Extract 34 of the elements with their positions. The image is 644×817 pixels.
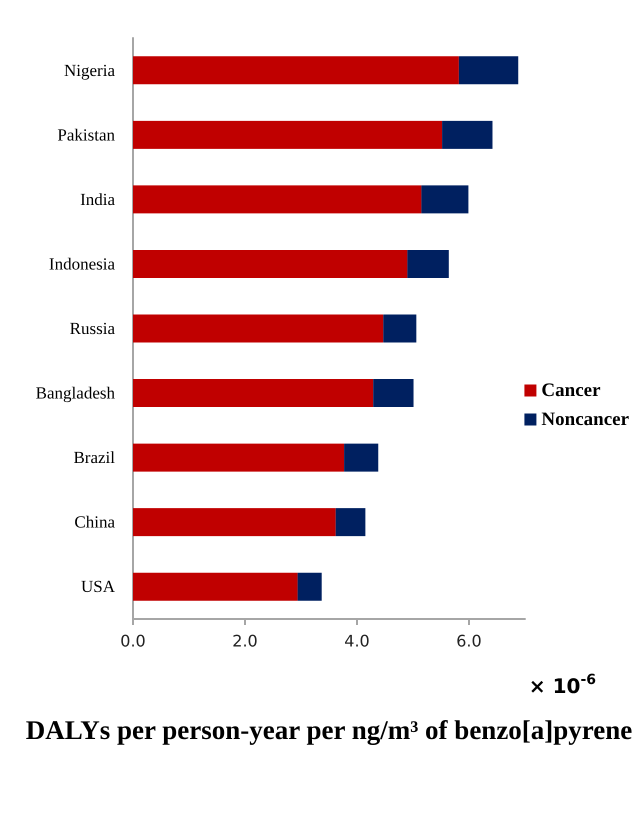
x-tick-label: 2.0	[232, 632, 258, 650]
bar	[298, 572, 322, 601]
y-tick-label: Russia	[70, 319, 116, 338]
x-tick-label: 6.0	[456, 632, 482, 650]
bar	[133, 185, 422, 214]
bar	[336, 508, 366, 536]
x-tick-label: 4.0	[344, 632, 370, 650]
bar	[133, 120, 442, 149]
bar	[133, 572, 298, 601]
y-tick-label: China	[74, 512, 116, 532]
bar	[133, 314, 384, 342]
bar	[133, 250, 408, 278]
bar	[421, 185, 468, 214]
bar	[133, 508, 336, 536]
bar	[383, 314, 416, 342]
bar	[133, 379, 374, 408]
bar	[407, 250, 449, 278]
bar	[133, 444, 344, 472]
y-tick-label: USA	[80, 577, 116, 596]
legend-label: Cancer	[541, 380, 602, 401]
bar	[442, 120, 492, 149]
bar	[373, 379, 414, 408]
bar	[344, 444, 378, 472]
y-tick-label: Nigeria	[64, 60, 116, 80]
y-tick-label: Brazil	[73, 448, 116, 468]
y-tick-label: Indonesia	[48, 254, 116, 274]
x-tick-label: 0.0	[120, 632, 146, 650]
legend-label: Noncancer	[541, 409, 630, 430]
x-axis-title: DALYs per person-year per ng/m³ of benzo[a]pyrene	[26, 715, 632, 745]
bar	[133, 56, 459, 84]
bar	[458, 56, 518, 84]
y-tick-label: India	[80, 190, 116, 209]
y-tick-label: Pakistan	[57, 125, 116, 144]
y-tick-label: Bangladesh	[36, 384, 116, 403]
